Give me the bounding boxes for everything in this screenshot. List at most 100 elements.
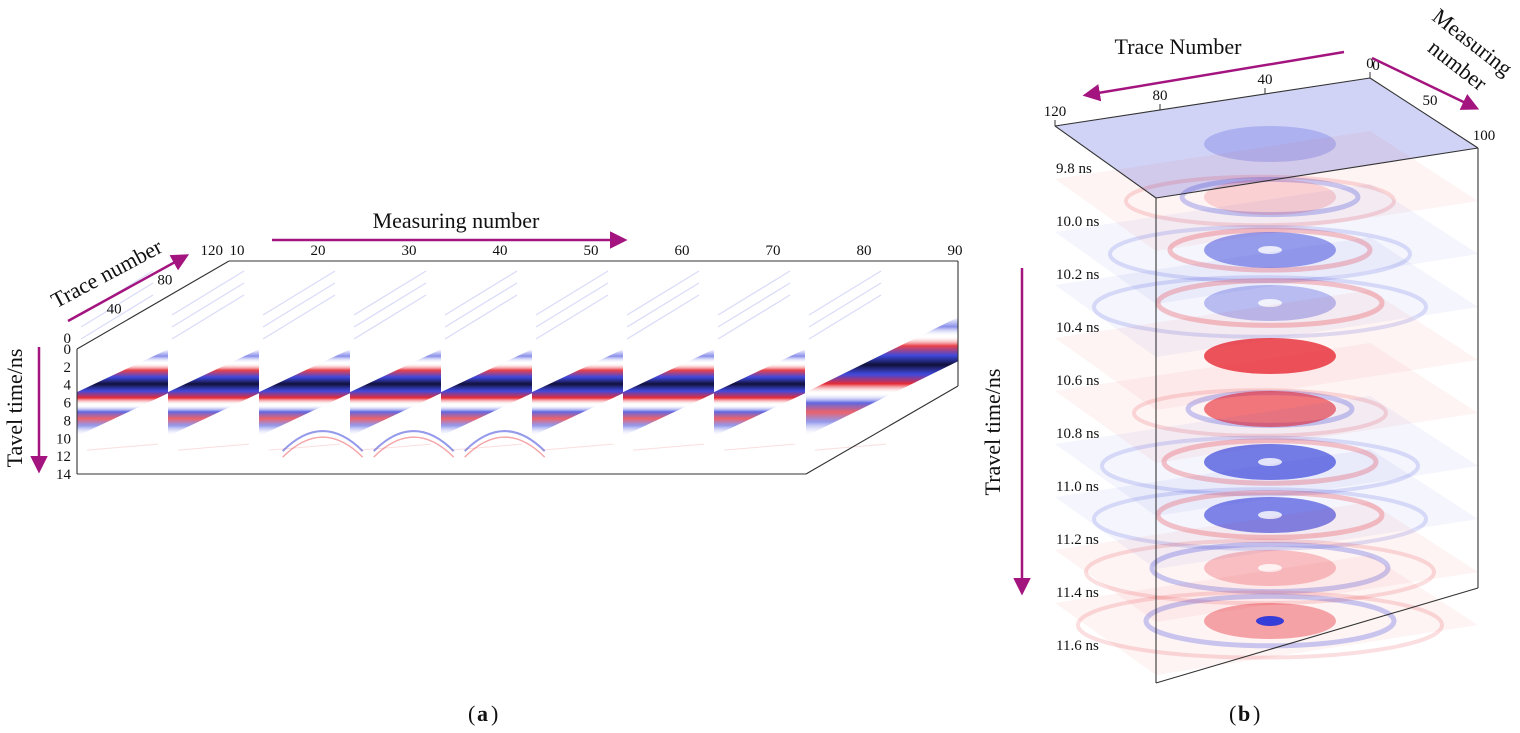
panel-a-measuring-tick: 40 xyxy=(493,243,508,259)
panel-a-time-ticks: 0 2 4 68 10 12 14 xyxy=(56,342,72,483)
panel-b-slice-10.4-outer-ring xyxy=(1092,275,1428,339)
panel-b-trace-tick: 80 xyxy=(1153,88,1168,104)
panel-b-slice-10.2-center xyxy=(1258,246,1282,254)
panel-a-slice-20-faint-trace xyxy=(171,282,245,328)
panel-a-time-tick: 0 xyxy=(64,342,72,358)
panel-b-slice-10.2 xyxy=(1055,184,1478,304)
panel-a-slice-10 xyxy=(77,270,168,451)
panel-b-slice-11.4-plane xyxy=(1055,502,1478,622)
panel-a-slice-90 xyxy=(806,270,958,451)
panel-b-slice-11-outer-ring xyxy=(1100,435,1420,497)
panel-b-slice-10.8-anomaly xyxy=(1204,391,1336,427)
panel-a-slice-30-faint-trace xyxy=(262,270,336,316)
panel-a-trace-arrow xyxy=(67,254,190,323)
panel-b-slice-10.4-plane xyxy=(1055,237,1478,357)
panel-a-slice-50 xyxy=(441,270,546,458)
panel-a-slice-30-faint-trace xyxy=(262,294,336,340)
panel-b-chart: 0 40 80 120 0 50 100 9.8 ns 10.0 ns 10.2 ns 10.4… xyxy=(980,3,1517,726)
panel-b-time-slice-label: 11.6 ns xyxy=(1056,638,1099,654)
panel-a-time-tick: 12 xyxy=(56,449,71,465)
panel-b-frame-edge xyxy=(1155,147,1479,199)
panel-a-slice-30-reflection-band xyxy=(259,349,350,437)
panel-b-measuring-arrow xyxy=(1371,56,1480,110)
panel-a-measuring-tick: 90 xyxy=(948,243,963,259)
panel-b-trace-tick: 120 xyxy=(1044,104,1067,120)
panel-a-slice-20-reflection-band xyxy=(168,349,259,437)
panel-a-measuring-tick: 80 xyxy=(857,243,872,259)
panel-b-slice-10.2-ring xyxy=(1167,227,1373,273)
panel-a-slice-20-ripple xyxy=(177,443,250,451)
panel-a-slice-40-faint-trace xyxy=(353,294,427,340)
panel-a-slice-90-faint-trace xyxy=(808,294,882,340)
panel-a-slice-40-hyperbola xyxy=(372,430,455,452)
panel-a-slice-70-faint-trace xyxy=(626,282,700,328)
panel-b-frame-edge xyxy=(1369,77,1479,149)
panel-b-slice-10.4-ring xyxy=(1155,278,1385,328)
panel-b-frame-edge xyxy=(1054,125,1157,199)
panel-a-measuring-ticks: 10 20 30 40 50 60 70 80 90 xyxy=(230,243,963,259)
panel-a-frame xyxy=(76,260,959,475)
panel-b-slice-11 xyxy=(1055,396,1478,516)
panel-a-slice-60-faint-trace xyxy=(535,270,609,316)
panel-b-slice-11.6 xyxy=(1055,555,1478,675)
panel-b-label-open: ( xyxy=(1229,701,1236,726)
panel-a-slice-20 xyxy=(168,270,259,451)
panel-b-slice-11.6-plane xyxy=(1055,555,1478,675)
panel-a-label-close: ) xyxy=(491,701,498,726)
panel-b-slice-11-ring xyxy=(1161,438,1379,486)
panel-b-frame-edge xyxy=(1155,587,1479,684)
panel-b-time-slice-labels: 9.8 ns 10.0 ns 10.2 ns 10.4 ns 10.6 ns 10.8 n… xyxy=(1056,161,1100,654)
panel-b-label: b xyxy=(1238,701,1250,726)
panel-a-slice-70-faint-trace xyxy=(626,270,700,316)
panel-a-slice-60-ripple xyxy=(541,443,614,451)
panel-b-trace-axis-label: Trace Number xyxy=(1115,34,1243,59)
panel-a-slice-60-faint-trace xyxy=(535,282,609,328)
panel-b-slice-10-plane xyxy=(1055,131,1478,251)
panel-b-slice-11.2 xyxy=(1055,449,1478,569)
panel-b-slice-10.2-plane xyxy=(1055,184,1478,304)
panel-a-slice-90-faint-trace xyxy=(808,270,882,316)
panel-b-slice-9.8-anomaly xyxy=(1204,126,1336,162)
panel-b-slice-11.2-center xyxy=(1258,511,1282,519)
panel-a-slice-60 xyxy=(532,270,623,451)
panel-a-slice-40-hyperbola-echo xyxy=(373,436,455,458)
panel-b-slice-10.4 xyxy=(1055,237,1478,357)
panel-a-frame-edge xyxy=(76,260,230,350)
panel-a-slice-40-faint-trace xyxy=(353,270,427,316)
panel-a-slice-80-reflection-band xyxy=(714,349,805,437)
panel-b-slice-10-ring xyxy=(1179,176,1361,218)
panel-a-trace-tick: 0 xyxy=(64,331,72,347)
panel-a-slice-40 xyxy=(350,270,455,458)
panel-a-time-tick: 6 xyxy=(64,396,72,412)
panel-b-slice-11.2-outer-ring xyxy=(1092,487,1428,551)
panel-a-slice-50-faint-trace xyxy=(444,294,518,340)
panel-a-slice-80-faint-trace xyxy=(717,270,791,316)
panel-a-slice-90-ripple xyxy=(814,443,887,451)
panel-b-slice-11.6-ring xyxy=(1143,593,1397,649)
panel-a-slice-50-hyperbola-echo xyxy=(464,436,546,458)
panel-a-slice-70-ripple xyxy=(632,443,705,451)
panel-b-slice-11.4-ring xyxy=(1149,541,1391,595)
panel-b-slice-10 xyxy=(1055,131,1478,251)
panel-b-time-slice-label: 10.6 ns xyxy=(1056,373,1100,389)
panel-b-slice-10-outer-ring xyxy=(1124,174,1396,228)
panel-b-slice-11.4-outer-ring xyxy=(1084,538,1436,606)
panel-b-time-slice-label: 10.0 ns xyxy=(1056,214,1100,230)
panel-b-time-slice-label: 11.4 ns xyxy=(1056,585,1099,601)
panel-b-slice-11.4-center xyxy=(1258,564,1282,572)
panel-b-time-axis-label: Travel time/ns xyxy=(980,369,1005,496)
panel-b-measuring-ticks: 0 50 100 xyxy=(1372,58,1495,144)
panel-b-slice-10.6 xyxy=(1055,290,1478,410)
panel-b-time-slice-label: 10.4 ns xyxy=(1056,320,1100,336)
panel-b-trace-arrow xyxy=(1082,50,1345,102)
panel-a-label: a xyxy=(477,701,488,726)
panel-a-slice-30-faint-trace xyxy=(262,282,336,328)
panel-a-slice-40-ripple xyxy=(359,443,432,451)
panel-b-slice-9.8 xyxy=(1055,78,1478,198)
panel-b-time-slice-label: 11.2 ns xyxy=(1056,532,1099,548)
panel-a-slice-10-faint-trace xyxy=(80,294,154,340)
panel-b-slices xyxy=(1055,78,1478,675)
panel-a-slice-10-faint-trace xyxy=(80,282,154,328)
